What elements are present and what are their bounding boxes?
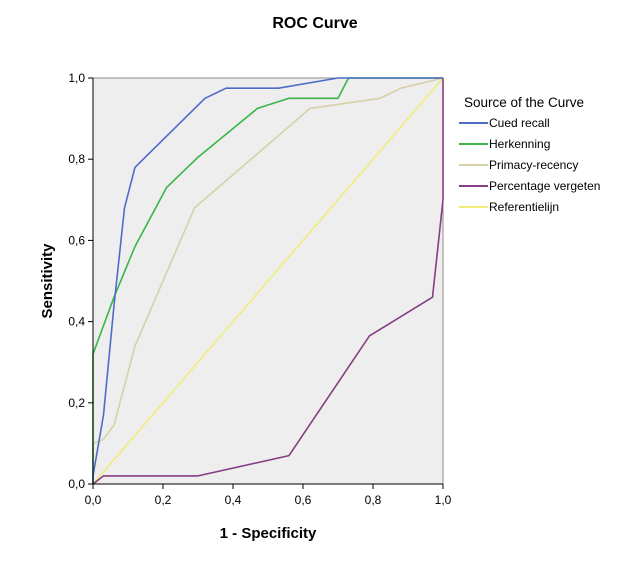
chart-title: ROC Curve <box>272 15 357 32</box>
legend-title: Source of the Curve <box>464 95 584 110</box>
series-line-3 <box>92 78 444 485</box>
axes-layer: 0,0 0,2 0,4 0,6 0,8 1,0 0,0 0,2 0,4 0,6 0,8 1,0 <box>68 71 451 507</box>
y-tick-label: 1,0 <box>68 71 85 85</box>
y-tick-label: 0,2 <box>68 396 85 410</box>
y-tick-label: 0,8 <box>68 152 85 166</box>
y-tick-label: 0,6 <box>68 233 85 247</box>
legend-label-2: Primacy-recency <box>489 158 578 172</box>
x-tick-label: 1,0 <box>435 493 452 507</box>
x-tick-label: 0,2 <box>155 493 172 507</box>
series-line-1 <box>92 77 443 484</box>
legend: Source of the Curve Cued recall Herkennin… <box>459 95 600 214</box>
series-layer <box>92 77 444 485</box>
x-tick-label: 0,8 <box>365 493 382 507</box>
x-axis-label: 1 - Specificity <box>220 525 317 542</box>
legend-label-0: Cued recall <box>489 116 550 130</box>
x-tick-label: 0,0 <box>85 493 102 507</box>
y-tick-label: 0,4 <box>68 315 85 329</box>
series-line-4 <box>92 77 444 485</box>
y-tick-label: 0,0 <box>68 477 85 491</box>
legend-label-3: Percentage vergeten <box>489 179 600 193</box>
legend-label-4: Referentielijn <box>489 200 559 214</box>
y-axis-label: Sensitivity <box>39 243 56 319</box>
series-line-0 <box>92 77 443 484</box>
x-tick-label: 0,4 <box>225 493 242 507</box>
legend-label-1: Herkenning <box>489 137 550 151</box>
x-tick-label: 0,6 <box>295 493 312 507</box>
